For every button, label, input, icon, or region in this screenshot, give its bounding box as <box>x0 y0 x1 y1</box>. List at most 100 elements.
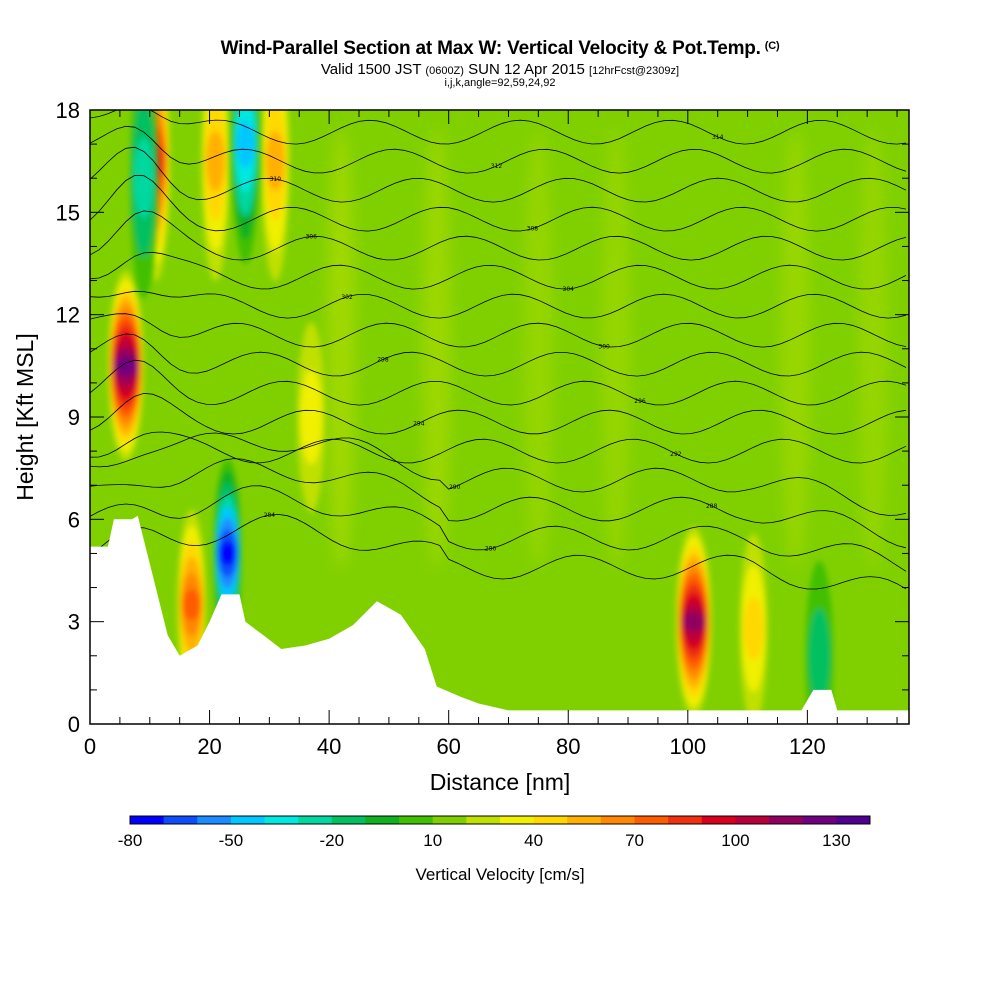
x-tick-label: 80 <box>556 734 580 759</box>
colorbar-swatch <box>769 816 804 824</box>
weak-band-0 <box>327 128 356 569</box>
updraft-cell-5 <box>676 526 712 717</box>
x-tick-label: 100 <box>669 734 706 759</box>
colorbar-swatch <box>735 816 770 824</box>
colorbar-swatch <box>533 816 568 824</box>
isentrope-label: 304 <box>563 286 575 293</box>
weak-band-2 <box>524 128 553 569</box>
isentrope-290 <box>90 432 907 516</box>
isentrope-298 <box>90 333 907 377</box>
y-tick-label: 12 <box>56 303 80 328</box>
x-tick-label: 20 <box>197 734 221 759</box>
updraft-cell-0 <box>108 270 144 461</box>
updraft-cell-3 <box>201 110 230 282</box>
isentrope-label: 288 <box>706 503 718 510</box>
colorbar-swatch <box>634 816 669 824</box>
colorbar-tick-label: -80 <box>118 831 143 850</box>
x-axis: 0 20 40 60 80 100 120 <box>84 110 898 759</box>
isentrope-304 <box>90 251 907 290</box>
isentrope-label: 296 <box>634 398 646 405</box>
x-axis-title: Distance [nm] <box>430 769 571 795</box>
isentrope-286 <box>90 485 907 572</box>
updraft-cell-6 <box>739 533 768 724</box>
downdraft-cell-0 <box>129 110 158 299</box>
colorbar-swatch <box>600 816 636 824</box>
isentrope-312 <box>90 125 907 174</box>
isentrope-label: 308 <box>527 226 539 233</box>
terrain-profile <box>90 515 909 724</box>
colorbar-swatch <box>197 816 232 824</box>
colorbar-swatch <box>500 816 535 824</box>
colorbar-swatch <box>802 816 837 824</box>
colorbar-swatch <box>298 816 333 824</box>
isentrope-label: 286 <box>485 546 497 553</box>
x-tick-label: 120 <box>789 734 826 759</box>
colorbar-tick-label: -50 <box>219 831 244 850</box>
colorbar-swatch <box>399 816 434 824</box>
isentrope-294 <box>90 392 907 435</box>
colorbar-swatch <box>230 816 266 824</box>
isentrope-label: 306 <box>305 233 317 240</box>
colorbar-tick-label: -20 <box>320 831 345 850</box>
colorbar-swatch <box>432 816 467 824</box>
isentrope-label: 290 <box>449 484 461 491</box>
forecast-info: [12hrFcst@2309z] <box>589 65 680 77</box>
colorbar-swatch <box>668 816 703 824</box>
indices-line: i,j,k,angle=92,59,24,92 <box>444 77 556 89</box>
y-tick-label: 15 <box>56 200 80 225</box>
isentrope-300 <box>90 313 907 348</box>
isentrope-label: 298 <box>377 356 389 363</box>
isentrope-label: 294 <box>413 420 425 427</box>
colorbar-swatch <box>331 816 366 824</box>
isentrope-284 <box>90 513 907 590</box>
isentrope-label: 314 <box>712 134 724 141</box>
isentrope-label: 284 <box>264 512 276 519</box>
colorbar-swatch <box>701 816 736 824</box>
updraft-cell-7 <box>297 322 326 512</box>
downdraft-cell-2 <box>231 110 260 265</box>
downdraft-cell-3 <box>805 560 834 724</box>
y-tick-label: 3 <box>68 610 80 635</box>
colorbar-swatch <box>365 816 400 824</box>
isentrope-label: 310 <box>270 176 282 183</box>
weak-band-5 <box>859 128 888 569</box>
copyright-mark: (C) <box>764 40 780 52</box>
isentrope-label: 312 <box>491 163 503 170</box>
isentrope-310 <box>90 146 907 203</box>
potential-temperature-contours: 284 286 288 290 292 294 296 298 300 302 304 306 308 3… <box>90 110 907 590</box>
y-tick-label: 6 <box>68 507 80 532</box>
colorbar: -80 -50 -20 10 40 70 100 130 <box>118 815 871 850</box>
colorbar-swatch <box>836 816 871 824</box>
isentrope-label: 292 <box>670 451 682 458</box>
y-axis: 0 3 6 9 12 15 18 <box>56 98 909 737</box>
y-tick-label: 18 <box>56 98 80 123</box>
weak-band-3 <box>602 128 631 569</box>
isentrope-296 <box>90 359 907 406</box>
colorbar-tick-label: 40 <box>524 831 543 850</box>
isentrope-302 <box>90 290 907 319</box>
colorbar-swatch <box>130 816 165 824</box>
isentrope-308 <box>90 174 907 232</box>
x-tick-label: 40 <box>317 734 341 759</box>
colorbar-tick-label: 10 <box>423 831 442 850</box>
isentrope-292 <box>90 431 907 464</box>
isentrope-314 <box>90 110 907 145</box>
y-tick-label: 0 <box>68 712 80 737</box>
colorbar-frame <box>129 815 871 825</box>
colorbar-swatch <box>567 816 602 824</box>
colorbar-swatch <box>264 816 299 824</box>
weak-band-4 <box>781 128 810 569</box>
weak-band-1 <box>422 128 451 569</box>
colorbar-swatch <box>163 816 198 824</box>
y-axis-title: Height [Kft MSL] <box>12 333 38 500</box>
valid-time-line: Valid 1500 JST (0600Z) SUN 12 Apr 2015 [… <box>0 61 1000 78</box>
terrain-mask <box>90 515 909 724</box>
x-tick-label: 60 <box>436 734 460 759</box>
colorbar-title: Vertical Velocity [cm/s] <box>415 865 584 884</box>
isentrope-288 <box>90 458 907 549</box>
isentrope-label: 302 <box>341 294 353 301</box>
isentrope-label: 300 <box>598 343 610 350</box>
colorbar-tick-label: 130 <box>822 831 850 850</box>
colorbar-tick-label: 70 <box>625 831 644 850</box>
